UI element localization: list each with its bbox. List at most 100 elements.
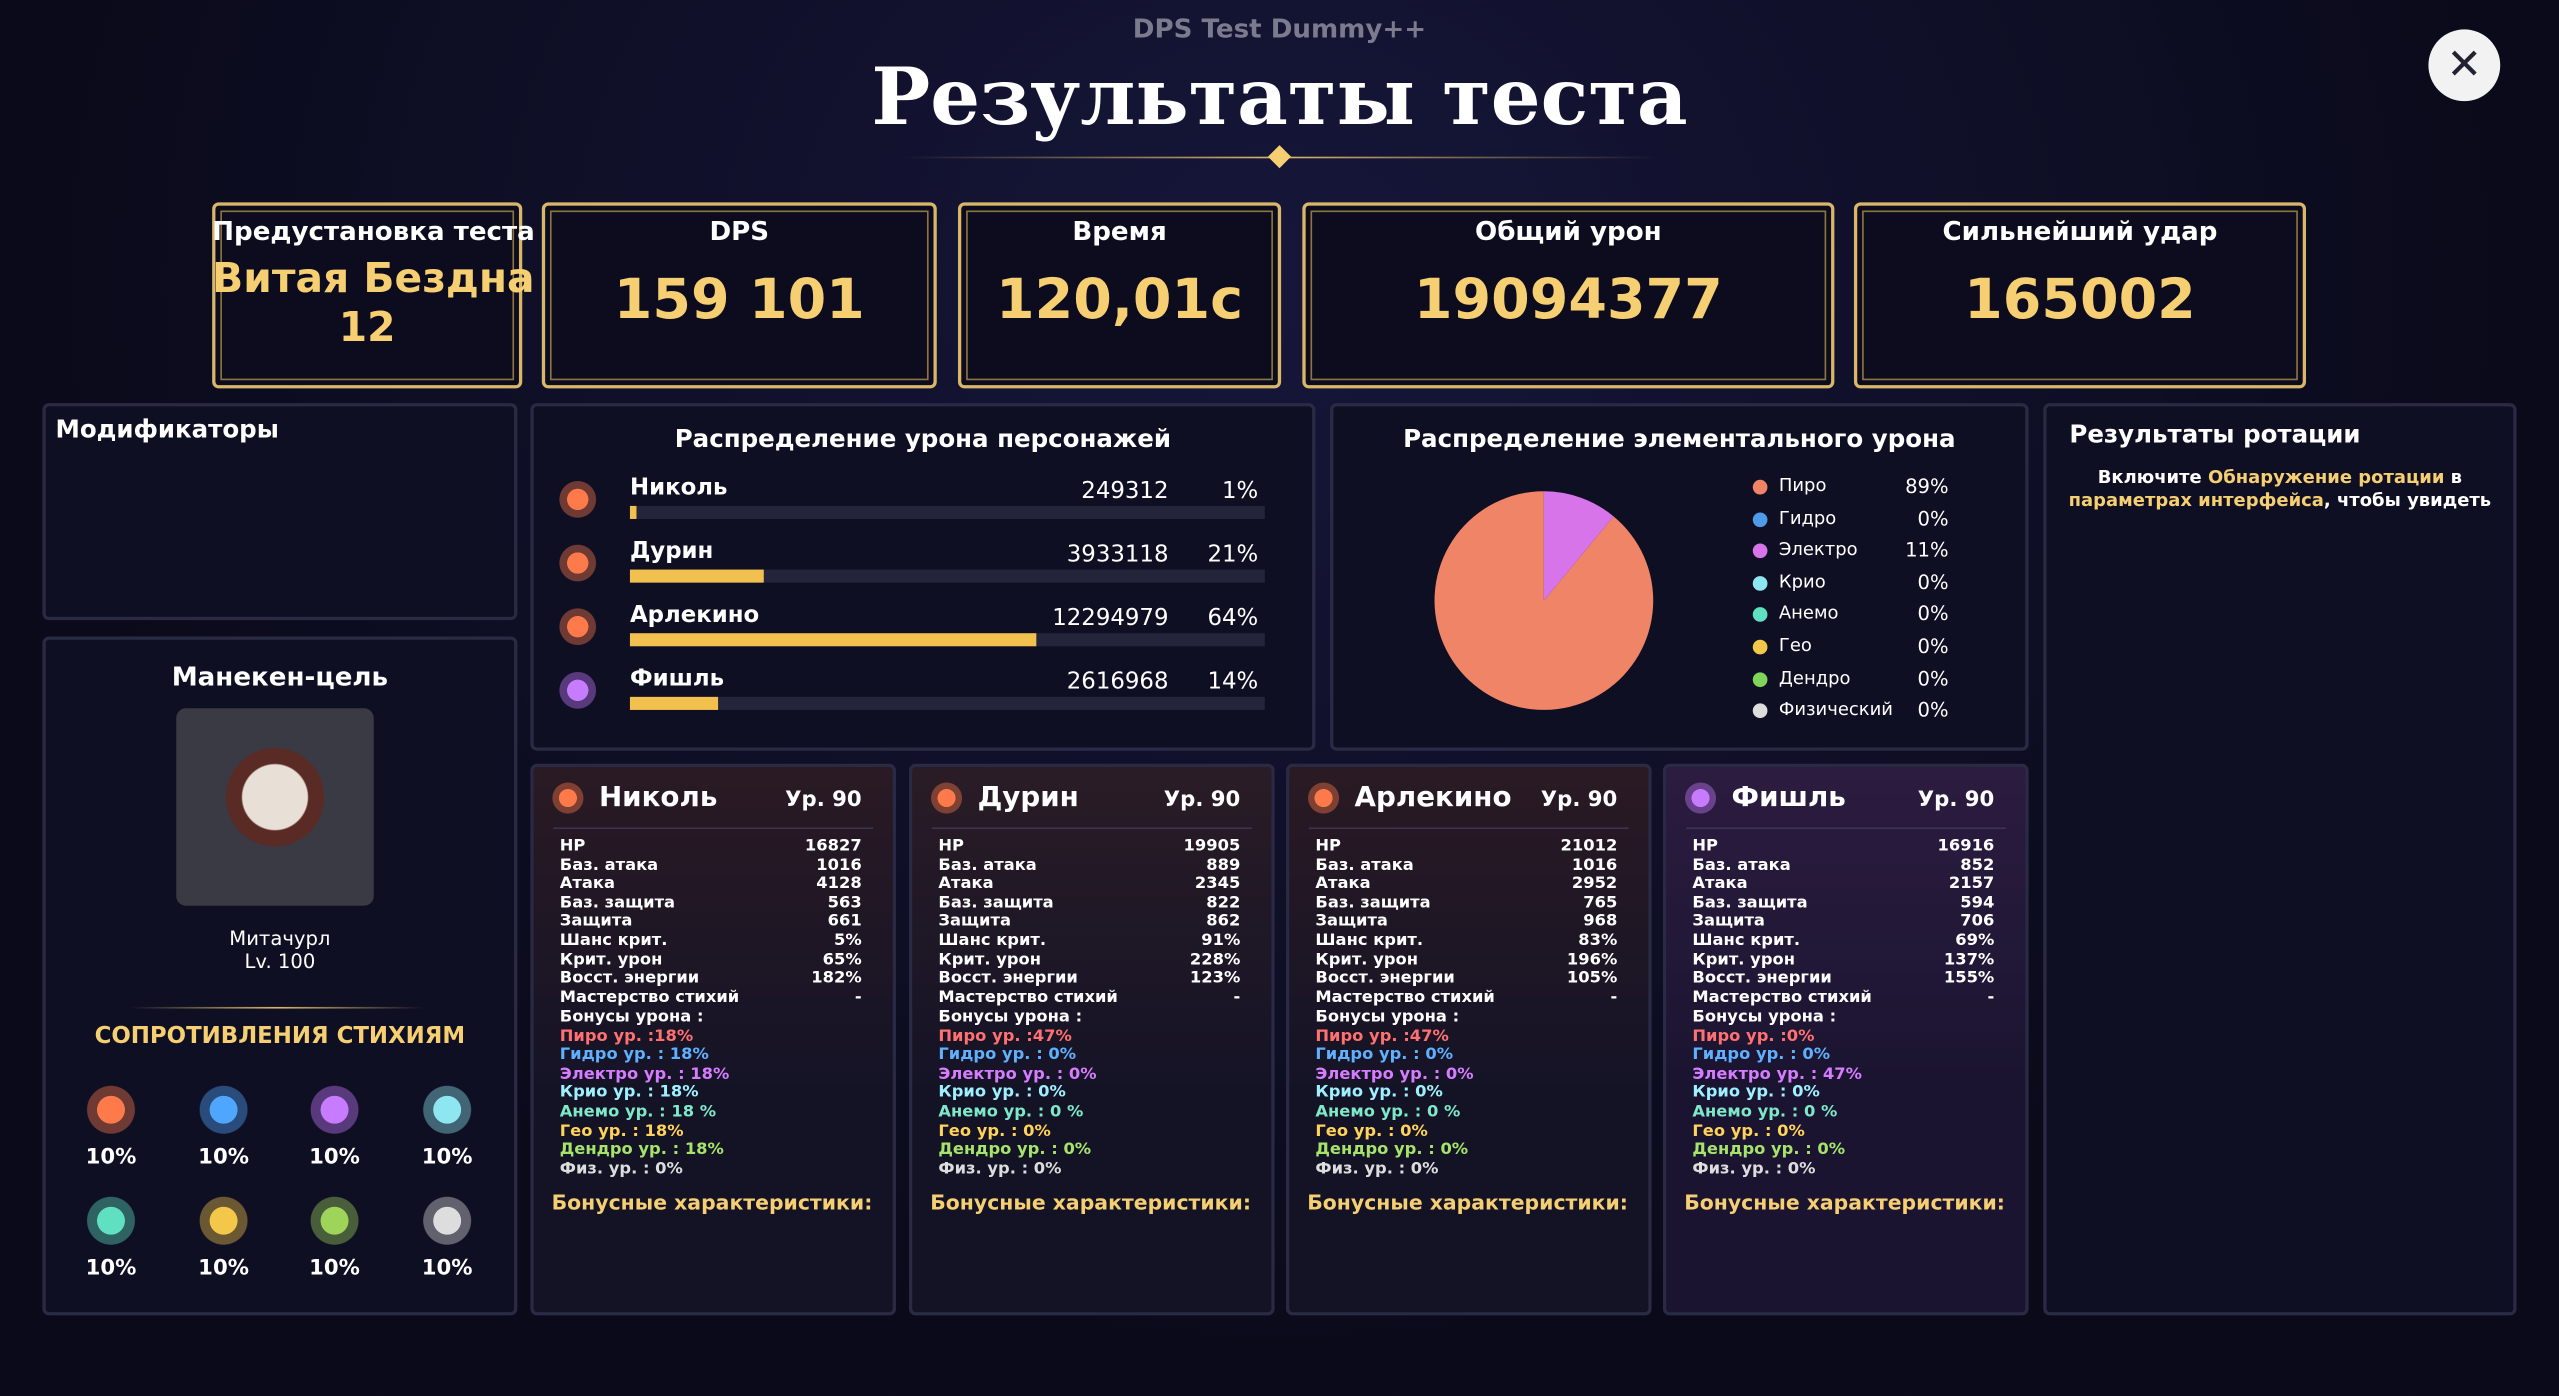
stat-box xyxy=(1853,202,2307,389)
bonus-line: Анемо ур. : 0 % xyxy=(938,1103,1084,1122)
bonus-line: Пиро ур. :47% xyxy=(1315,1027,1449,1046)
target-name: Митачурл xyxy=(229,926,331,950)
bonus-line: Электро ур. : 0% xyxy=(1315,1065,1474,1084)
legend-dot xyxy=(1752,511,1768,527)
card-level: Ур. 90 xyxy=(785,788,862,813)
bonus-footer: Бонусные характеристики: xyxy=(551,1189,873,1215)
damage-share: 1% xyxy=(1222,478,1259,505)
stat-value: Витая Бездна xyxy=(212,254,535,302)
card-rule xyxy=(1685,827,2006,830)
bar xyxy=(629,696,719,710)
bonus-line: Гео ур. : 18% xyxy=(559,1122,684,1141)
card-rule xyxy=(1308,827,1629,830)
legend-dot xyxy=(1752,479,1768,495)
bonus-line: Гео ур. : 0% xyxy=(1692,1122,1805,1141)
stat-value: 159 101 xyxy=(613,267,865,333)
bar-track xyxy=(629,505,1265,519)
legend-value: 0% xyxy=(1917,666,1949,690)
stat-name: Баз. защита xyxy=(1315,894,1431,912)
element-icon xyxy=(556,541,599,585)
bonus-line: Физ. ур. : 0% xyxy=(1692,1160,1816,1178)
stat-name: Баз. защита xyxy=(559,894,676,912)
stat-name: Мастерство стихий xyxy=(938,988,1118,1007)
stat-value: 137% xyxy=(1943,950,1995,969)
element-icon xyxy=(419,1192,475,1249)
stat-name: Защита xyxy=(1692,912,1765,931)
resistance-value: 10% xyxy=(309,1145,360,1171)
resistance-value: 10% xyxy=(85,1145,137,1171)
legend-dot xyxy=(1752,607,1768,623)
element-icon xyxy=(83,1192,139,1249)
bonus-footer: Бонусные характеристики: xyxy=(1307,1189,1628,1215)
stat-value: 65% xyxy=(822,950,862,969)
element-icon xyxy=(549,780,586,816)
pie-slice xyxy=(1543,491,1614,601)
rotation-text-part: параметрах интерфейса xyxy=(2068,489,2324,511)
pie-slice xyxy=(1434,491,1654,710)
stat-value: 165002 xyxy=(1964,267,2196,333)
legend-label: Пиро xyxy=(1778,474,1827,497)
bonus-line: Гидро ур. : 0% xyxy=(1315,1046,1454,1065)
stat-name: Баз. атака xyxy=(1315,856,1414,875)
stat-name: Защита xyxy=(559,912,633,931)
bonus-line: Физ. ур. : 0% xyxy=(559,1160,683,1178)
legend-dot xyxy=(1752,639,1768,655)
stat-name: Крит. урон xyxy=(938,950,1042,969)
stat-name: Мастерство стихий xyxy=(559,988,740,1007)
bonus-line: Пиро ур. :18% xyxy=(559,1027,694,1046)
stat-value: - xyxy=(1610,988,1618,1007)
element-icon xyxy=(928,780,965,816)
legend-dot xyxy=(1752,543,1768,559)
element-icon xyxy=(556,605,599,648)
stat-value: 21012 xyxy=(1560,837,1618,856)
rotation-text-part: в xyxy=(2444,466,2463,488)
rotation-text-part: Обнаружение ротации xyxy=(2207,466,2445,488)
resistance-value: 10% xyxy=(198,1145,249,1171)
target-portrait xyxy=(176,708,374,906)
bonus-line: Анемо ур. : 0 % xyxy=(1692,1103,1838,1122)
stat-name: Защита xyxy=(1315,912,1388,931)
element-icon xyxy=(556,669,599,712)
bonus-line: Крио ур. : 18% xyxy=(559,1084,699,1103)
stat-name: HP xyxy=(1692,837,1719,856)
close-button[interactable]: ✕ xyxy=(2428,29,2501,102)
stat-value: 2345 xyxy=(1194,875,1241,894)
stat-name: Крит. урон xyxy=(559,950,663,969)
stat-name: Крит. урон xyxy=(1315,950,1419,969)
element-icon xyxy=(195,1082,252,1138)
legend-dot xyxy=(1752,703,1768,719)
stat-value: 123% xyxy=(1189,969,1241,988)
stat-name: Восст. энергии xyxy=(559,969,700,988)
stat-name: HP xyxy=(559,837,586,856)
damage-value: 12294979 xyxy=(1052,605,1169,632)
stat-name: Баз. защита xyxy=(1692,894,1808,912)
bonus-line: Крио ур. : 0% xyxy=(1692,1084,1820,1103)
stat-box xyxy=(957,202,1282,389)
stat-value: 16827 xyxy=(804,837,862,856)
element-icon xyxy=(1682,780,1719,816)
stat-value: 706 xyxy=(1960,912,1995,931)
character-name: Фишль xyxy=(629,665,725,692)
stat-name: Шанс крит. xyxy=(1692,931,1801,950)
stat-box xyxy=(212,202,523,389)
element-damage-title: Распределение элементального урона xyxy=(1403,424,1956,454)
card-name: Дурин xyxy=(977,781,1079,815)
stat-name: Баз. атака xyxy=(1692,856,1791,875)
legend-value: 0% xyxy=(1917,506,1949,530)
rotation-text-part: , чтобы увидеть xyxy=(2323,489,2492,511)
legend-value: 0% xyxy=(1917,570,1949,594)
stat-value: - xyxy=(1987,988,1995,1007)
target-title: Манекен-цель xyxy=(171,660,389,692)
legend-dot xyxy=(1752,575,1768,591)
element-icon xyxy=(306,1192,363,1249)
bonus-line: Электро ур. : 47% xyxy=(1692,1065,1862,1084)
stat-name: Защита xyxy=(938,912,1011,931)
bonus-line: Электро ур. : 0% xyxy=(938,1065,1097,1084)
character-card xyxy=(1663,763,2029,1316)
bonus-line: Физ. ур. : 0% xyxy=(1315,1160,1439,1178)
bonus-line: Электро ур. : 18% xyxy=(559,1065,730,1084)
stat-name: Атака xyxy=(1315,875,1371,894)
stat-value: 2952 xyxy=(1571,875,1618,894)
rotation-title: Результаты ротации xyxy=(2069,419,2361,449)
